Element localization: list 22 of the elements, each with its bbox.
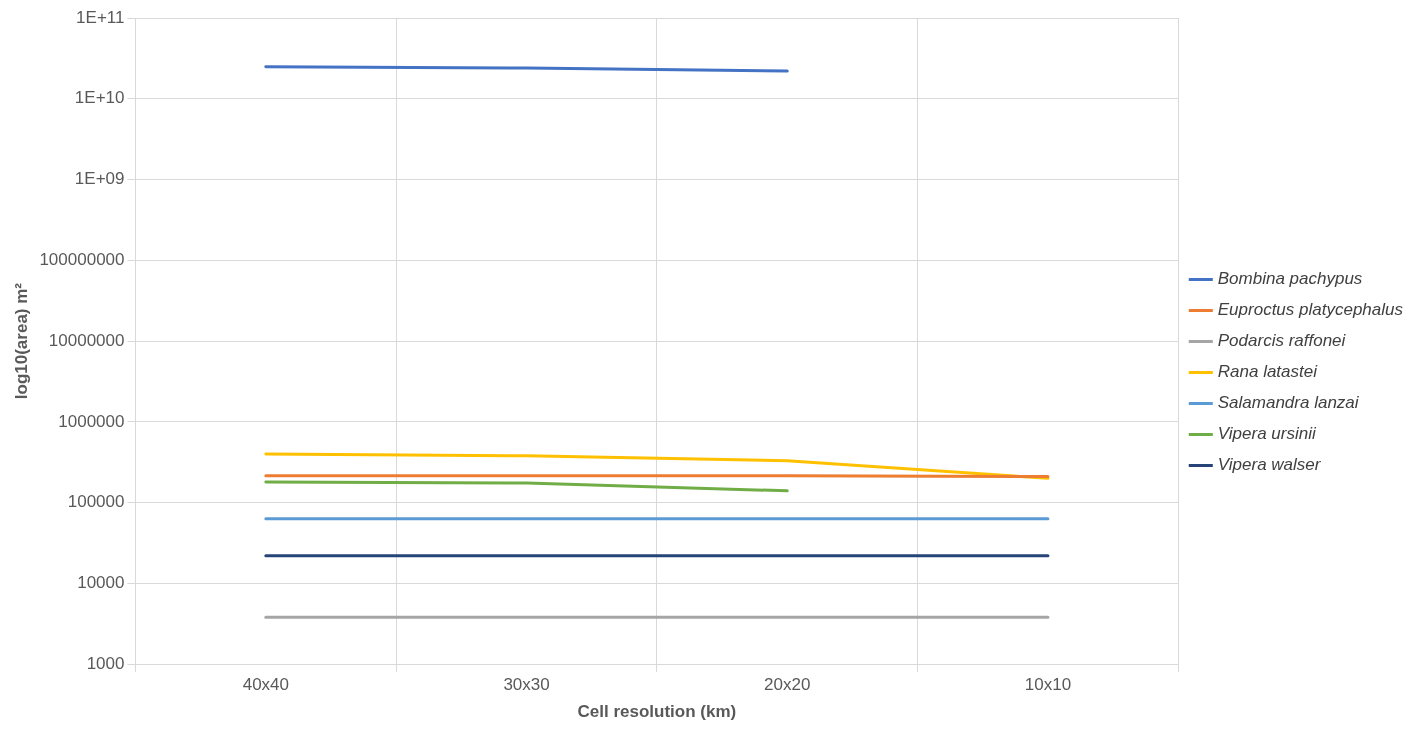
y-tick-label: 1E+10 [74,88,125,108]
y-tick-label: 10000 [77,573,125,593]
legend-label: Euproctus platycephalus [1217,300,1404,320]
x-tick-label: 10x10 [1024,675,1072,695]
y-tick-label: 1000 [86,653,125,673]
y-tick-label: 1E+09 [74,169,125,189]
legend-label: Rana latastei [1217,362,1319,382]
y-tick-label: 100000 [67,492,125,512]
legend-label: Vipera ursinii [1217,424,1317,444]
y-axis-title: log10(area) m² [11,282,31,400]
y-tick-label: 1E+11 [76,7,125,27]
x-tick-label: 30x30 [503,675,550,695]
legend-label: Salamandra lanzai [1217,393,1360,413]
y-tick-label: 1000000 [58,411,125,431]
y-tick-label: 10000000 [48,330,125,350]
x-axis-title: Cell resolution (km) [577,702,737,722]
legend-label: Podarcis raffonei [1217,331,1347,351]
legend-label: Vipera walser [1217,455,1322,475]
x-tick-label: 40x40 [242,675,289,695]
legend-label: Bombina pachypus [1217,269,1363,289]
x-tick-label: 20x20 [764,675,811,695]
y-tick-label: 100000000 [39,250,125,270]
